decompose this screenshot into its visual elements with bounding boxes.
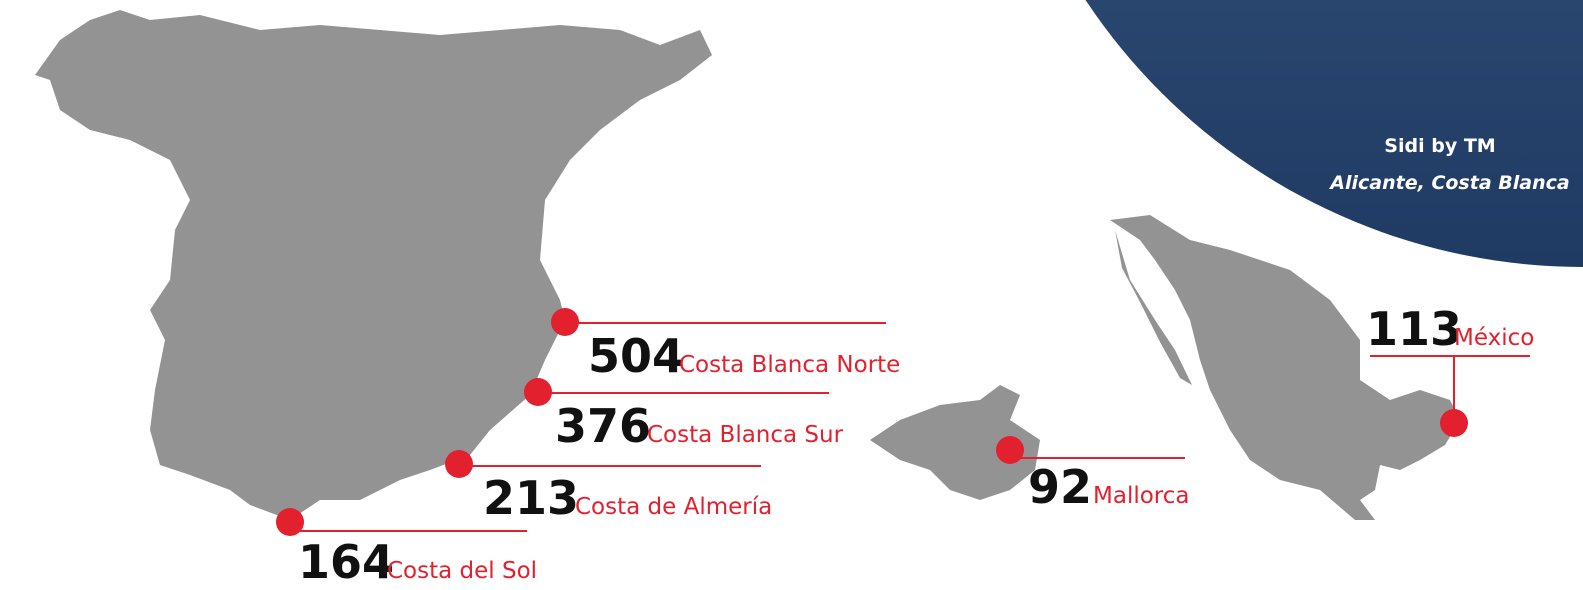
location-count: 164 bbox=[298, 535, 394, 589]
mallorca-map bbox=[870, 385, 1040, 500]
photo-subtitle: Alicante, Costa Blanca bbox=[1328, 172, 1569, 194]
location-dot bbox=[996, 436, 1024, 464]
baja-map bbox=[1115, 230, 1192, 385]
location-dot bbox=[445, 450, 473, 478]
location-count: 504 bbox=[588, 329, 684, 383]
photo-title: Sidi by TM bbox=[1384, 135, 1495, 157]
location-count: 113 bbox=[1366, 302, 1462, 356]
location-name: México bbox=[1454, 325, 1534, 351]
location-name: Costa del Sol bbox=[387, 558, 537, 584]
location-dot bbox=[276, 508, 304, 536]
location-dot bbox=[1440, 409, 1468, 437]
location-count: 92 bbox=[1028, 460, 1092, 514]
location-count: 213 bbox=[483, 471, 579, 525]
location-name: Costa Blanca Sur bbox=[647, 422, 844, 448]
location-name: Mallorca bbox=[1093, 483, 1189, 509]
location-name: Costa de Almería bbox=[575, 494, 772, 520]
photo bbox=[1085, 0, 1583, 267]
location-name: Costa Blanca Norte bbox=[679, 352, 900, 378]
location-count: 376 bbox=[555, 399, 651, 453]
location-dot bbox=[524, 378, 552, 406]
mexico-map bbox=[1110, 215, 1460, 520]
spain-map bbox=[35, 10, 712, 520]
location-dot bbox=[551, 308, 579, 336]
